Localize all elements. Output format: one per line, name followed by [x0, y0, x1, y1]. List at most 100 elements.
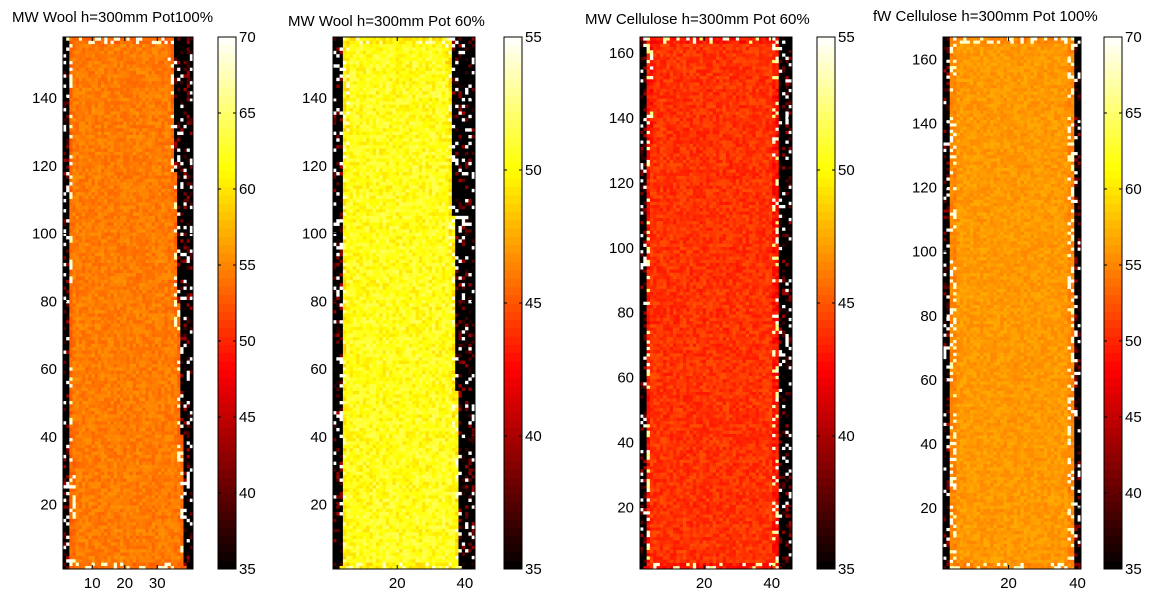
heatmap-cell — [104, 380, 108, 385]
heatmap-cell — [63, 424, 67, 428]
heatmap-cell — [113, 528, 118, 533]
heatmap-cell — [72, 387, 77, 391]
heatmap-cell — [183, 494, 188, 499]
heatmap-cell — [107, 471, 111, 476]
heatmap-cell — [173, 478, 178, 482]
heatmap-cell — [161, 424, 165, 428]
heatmap-cell — [69, 161, 73, 166]
heatmap-cell — [116, 262, 121, 267]
heatmap-cell — [69, 491, 73, 496]
heatmap-cell — [161, 420, 165, 425]
heatmap-cell — [63, 380, 67, 385]
heatmap-cell — [116, 535, 121, 540]
heatmap-cell — [167, 168, 172, 173]
heatmap-cell — [82, 276, 86, 280]
heatmap-cell — [180, 410, 184, 415]
heatmap-cell — [135, 505, 140, 509]
heatmap-cell — [101, 360, 105, 364]
heatmap-cell — [189, 501, 194, 506]
heatmap-cell — [135, 363, 140, 368]
heatmap-cell — [88, 488, 92, 492]
heatmap-cell — [167, 370, 172, 375]
heatmap-cell — [135, 191, 140, 196]
heatmap-cell — [173, 306, 178, 311]
heatmap-cell — [186, 535, 191, 540]
heatmap-cell — [164, 366, 168, 371]
heatmap-cell — [161, 494, 165, 499]
heatmap-cell — [126, 168, 130, 173]
heatmap-cell — [186, 387, 191, 391]
heatmap-cell — [120, 525, 124, 529]
heatmap-cell — [177, 531, 181, 536]
heatmap-cell — [145, 451, 149, 455]
heatmap-cell — [186, 222, 191, 226]
heatmap-cell — [161, 501, 165, 506]
heatmap-cell — [75, 262, 80, 267]
heatmap-cell — [148, 474, 153, 479]
heatmap-cell — [107, 555, 111, 560]
heatmap-cell — [116, 313, 121, 317]
heatmap-cell — [91, 164, 96, 169]
heatmap-cell — [75, 444, 80, 449]
heatmap-cell — [154, 252, 159, 257]
heatmap-cell — [189, 319, 194, 324]
heatmap-cell — [88, 525, 92, 529]
heatmap-cell — [161, 521, 165, 526]
heatmap-cell — [82, 306, 86, 311]
heatmap-cell — [101, 447, 105, 452]
heatmap-cell — [148, 461, 153, 465]
heatmap-cell — [132, 366, 137, 371]
heatmap-cell — [72, 511, 77, 516]
heatmap-cell — [180, 215, 184, 220]
heatmap-cell — [129, 515, 134, 519]
heatmap-cell — [63, 545, 67, 550]
heatmap-cell — [139, 383, 143, 388]
heatmap-cell — [126, 198, 130, 203]
heatmap-cell — [164, 316, 168, 321]
heatmap-cell — [94, 545, 99, 550]
heatmap-cell — [110, 326, 115, 331]
heatmap-cell — [158, 269, 162, 274]
heatmap-cell — [113, 508, 118, 513]
heatmap-cell — [97, 471, 102, 476]
heatmap-cell — [66, 484, 70, 489]
heatmap-cell — [164, 303, 168, 307]
heatmap-cell — [151, 481, 156, 486]
heatmap-cell — [164, 164, 168, 169]
heatmap-cell — [139, 494, 143, 499]
heatmap-cell — [123, 366, 127, 371]
heatmap-cell — [189, 181, 194, 186]
heatmap-cell — [142, 383, 146, 388]
heatmap-cell — [69, 501, 73, 506]
heatmap-cell — [161, 498, 165, 503]
heatmap-cell — [142, 208, 146, 213]
heatmap-cell — [145, 542, 149, 546]
heatmap-cell — [123, 410, 127, 415]
heatmap-cell — [145, 373, 149, 378]
heatmap-cell — [135, 474, 140, 479]
heatmap-cell — [97, 531, 102, 536]
heatmap-cell — [183, 218, 188, 223]
heatmap-cell — [123, 319, 127, 324]
heatmap-cell — [158, 464, 162, 469]
heatmap-cell — [101, 471, 105, 476]
heatmap-cell — [135, 195, 140, 199]
heatmap-cell — [189, 545, 194, 550]
heatmap-cell — [123, 346, 127, 351]
heatmap-cell — [148, 538, 153, 543]
heatmap-cell — [161, 249, 165, 253]
heatmap-cell — [126, 225, 130, 230]
heatmap-cell — [104, 333, 108, 338]
heatmap-cell — [72, 323, 77, 327]
heatmap-cell — [154, 289, 159, 294]
heatmap-cell — [148, 195, 153, 199]
heatmap-cell — [104, 373, 108, 378]
heatmap-cell — [148, 417, 153, 422]
heatmap-cell — [113, 377, 118, 381]
heatmap-cell — [142, 501, 146, 506]
heatmap-cell — [173, 528, 178, 533]
heatmap-cell — [164, 518, 168, 523]
heatmap-cell — [94, 467, 99, 472]
heatmap-cell — [129, 451, 134, 455]
heatmap-cell — [142, 198, 146, 203]
